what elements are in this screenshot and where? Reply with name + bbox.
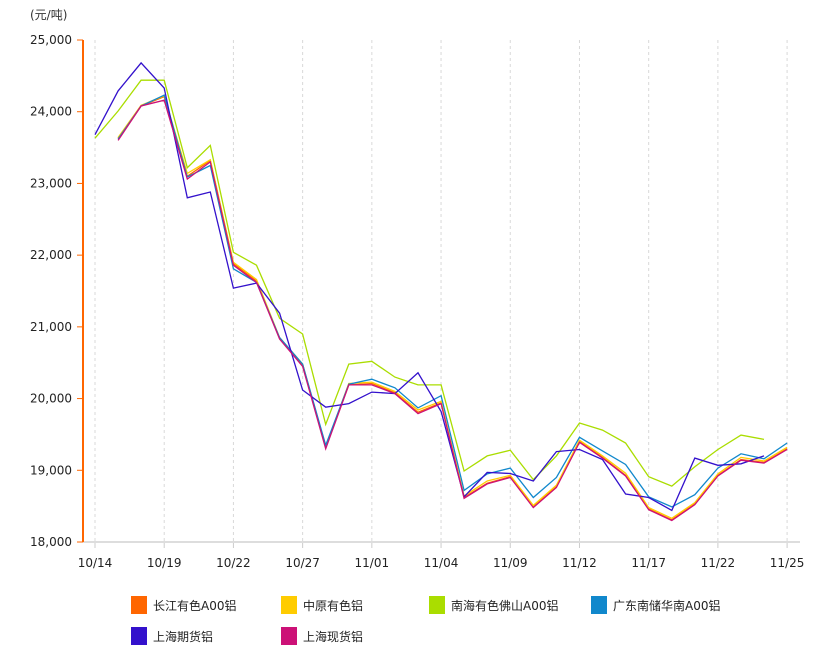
y-tick-label: 21,000 [30,320,72,334]
x-tick-label: 11/25 [770,556,805,570]
x-tick-label: 11/17 [631,556,666,570]
legend-label: 上海期货铝 [153,629,214,644]
legend-label: 广东南储华南A00铝 [613,598,721,613]
y-axis-unit-label: (元/吨) [30,8,68,22]
legend-swatch [131,627,147,645]
x-tick-label: 10/22 [216,556,251,570]
x-tick-label: 10/19 [147,556,182,570]
legend-label: 南海有色佛山A00铝 [451,598,559,613]
series-line-4 [117,94,788,508]
y-tick-label: 18,000 [30,535,72,549]
series-line-5 [94,61,765,512]
legend-item[interactable]: 中原有色铝 [281,596,363,614]
legend-swatch [429,596,445,614]
legend-swatch [591,596,607,614]
y-tick-label: 23,000 [30,176,72,190]
x-tick-label: 11/12 [562,556,597,570]
legend-label: 长江有色A00铝 [153,598,237,613]
y-tick-label: 20,000 [30,392,72,406]
x-tick-label: 11/22 [701,556,736,570]
x-tick-label: 10/14 [78,556,113,570]
legend-swatch [131,596,147,614]
x-tick-label: 11/09 [493,556,528,570]
legend-swatch [281,627,297,645]
legend-item[interactable]: 广东南储华南A00铝 [591,596,720,614]
line-chart: 10/14 10/19 10/22 10/27 11/01 11/04 11/09 11/12… [30,33,805,570]
x-tick-label: 11/04 [424,556,459,570]
x-tick-label: 10/27 [285,556,320,570]
legend-label: 中原有色铝 [303,598,364,613]
y-tick-label: 25,000 [30,33,72,47]
legend-item[interactable]: 南海有色佛山A00铝 [429,596,558,614]
legend-item[interactable]: 上海现货铝 [281,627,363,645]
series-line-3 [94,79,765,487]
legend-item[interactable]: 长江有色A00铝 [131,596,236,614]
legend-item[interactable]: 上海期货铝 [131,627,213,645]
series-line-6 [117,99,788,522]
y-tick-label: 22,000 [30,248,72,262]
y-tick-label: 24,000 [30,105,72,119]
y-tick-label: 19,000 [30,463,72,477]
legend-swatch [281,596,297,614]
x-tick-label: 11/01 [355,556,390,570]
legend-label: 上海现货铝 [303,629,364,644]
